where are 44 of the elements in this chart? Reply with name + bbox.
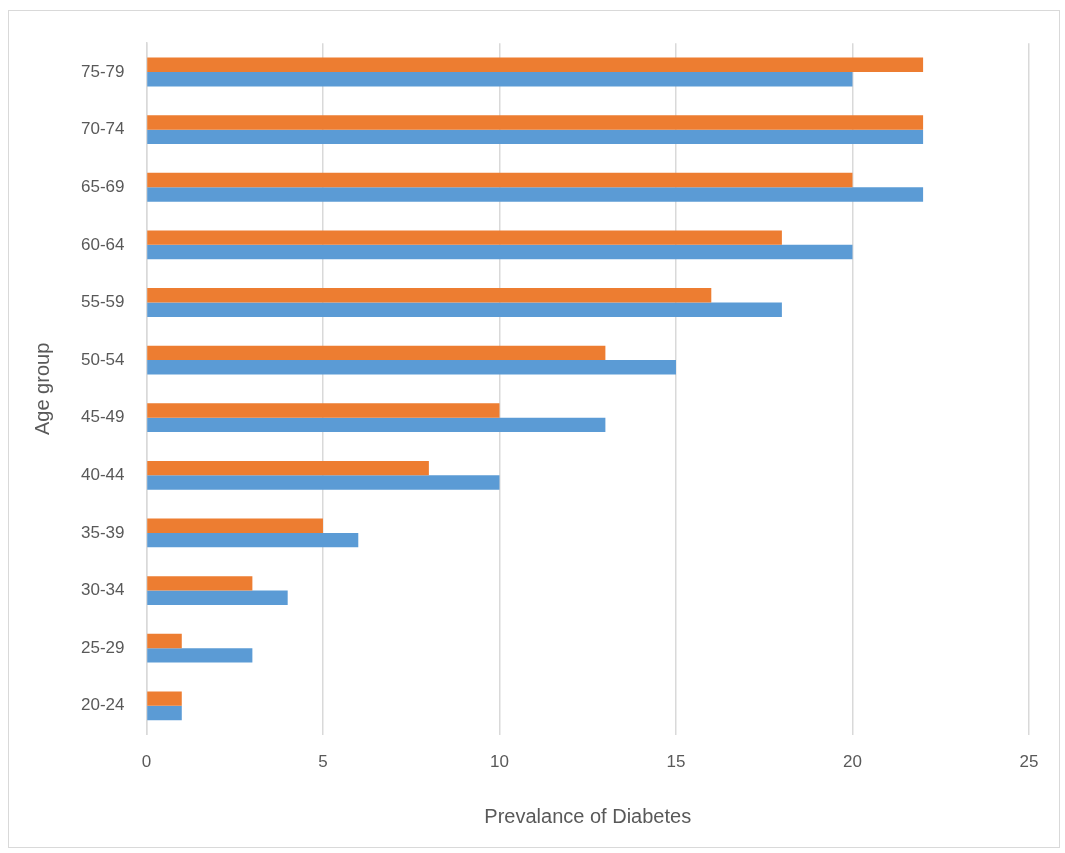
bar <box>147 705 182 721</box>
y-tick-label: 70-74 <box>81 119 125 139</box>
x-tick-label: 10 <box>490 752 509 772</box>
bar <box>147 590 288 605</box>
y-tick-label: 35-39 <box>81 522 125 542</box>
y-tick-label: 55-59 <box>81 292 125 312</box>
bar <box>147 576 253 591</box>
bar <box>147 532 359 548</box>
y-tick-label: 60-64 <box>81 234 125 254</box>
y-tick-label: 65-69 <box>81 176 125 196</box>
x-tick-label: 20 <box>843 752 862 772</box>
y-tick-label: 50-54 <box>81 349 125 369</box>
bar <box>147 633 182 649</box>
y-tick-label: 45-49 <box>81 407 125 427</box>
bar <box>147 187 924 202</box>
bar <box>147 360 676 375</box>
bar <box>147 230 782 245</box>
bar <box>147 518 323 533</box>
x-tick-label: 5 <box>318 752 328 772</box>
bar <box>147 417 606 433</box>
bar <box>147 475 500 490</box>
x-axis-title: Prevalance of Diabetes <box>484 804 692 827</box>
bar <box>147 460 429 476</box>
y-tick-label: 30-34 <box>81 580 125 600</box>
bar <box>147 129 924 145</box>
bar <box>147 648 253 663</box>
bar <box>147 72 853 87</box>
y-tick-label: 75-79 <box>81 61 125 81</box>
y-tick-label: 25-29 <box>81 637 125 657</box>
bar <box>147 288 712 303</box>
bar <box>147 302 782 317</box>
bar <box>147 172 853 188</box>
bar <box>147 691 182 706</box>
y-tick-label: 20-24 <box>81 695 125 715</box>
x-tick-label: 15 <box>666 752 686 772</box>
x-tick-label: 0 <box>141 752 152 772</box>
bar <box>147 115 924 130</box>
bar <box>147 244 853 260</box>
bar <box>147 345 606 361</box>
y-tick-label: 40-44 <box>81 465 125 485</box>
x-tick-label: 25 <box>1019 752 1039 772</box>
bar <box>147 57 924 73</box>
y-axis-title: Age group <box>30 342 53 436</box>
bar <box>147 403 500 418</box>
